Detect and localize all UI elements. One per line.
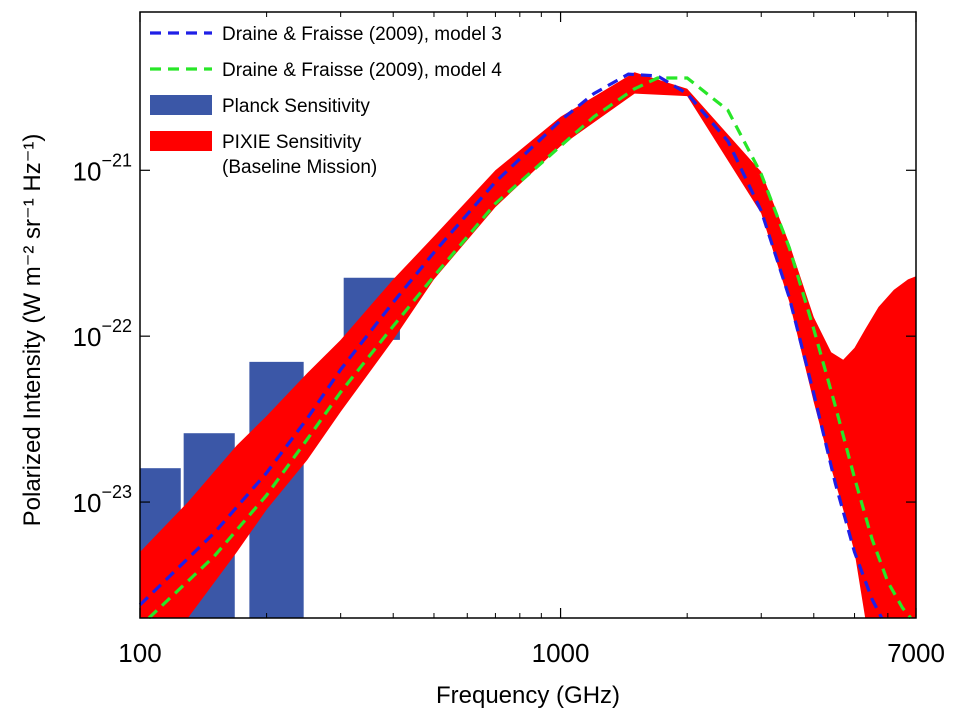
legend-label-2: Draine & Fraisse (2009), model 4 xyxy=(222,60,502,81)
plot-frame xyxy=(139,11,917,619)
model-3-line xyxy=(138,72,884,619)
legend-label-4: PIXIE Sensitivity xyxy=(222,132,362,153)
x-axis-title: Frequency (GHz) xyxy=(436,682,620,709)
pixie-band-1 xyxy=(140,72,916,618)
model-lines xyxy=(138,72,912,620)
legend-label-1: Draine & Fraisse (2009), model 3 xyxy=(222,24,502,45)
legend-label-4-line2: (Baseline Mission) xyxy=(222,157,377,178)
y-tick-label-1: 10−23 xyxy=(73,482,132,518)
x-tick-label-1: 100 xyxy=(118,638,161,668)
y-axis-title: Polarized Intensity (W m⁻² sr⁻¹ Hz⁻¹) xyxy=(19,134,46,527)
legend: Draine & Fraisse (2009), model 3 Draine &… xyxy=(150,24,502,178)
pixie-band xyxy=(140,72,916,618)
x-tick-label-3: 7000 xyxy=(887,638,945,668)
y-tick-label-3: 10−21 xyxy=(73,150,132,186)
legend-swatch-4 xyxy=(150,131,212,151)
y-tick-label-2: 10−22 xyxy=(73,316,132,352)
model-4-line xyxy=(147,76,912,620)
axis-ticks: 100 1000 7000 10−23 10−22 10−21 xyxy=(73,12,945,668)
x-tick-label-2: 1000 xyxy=(532,638,590,668)
legend-swatch-3 xyxy=(150,95,212,115)
legend-label-3: Planck Sensitivity xyxy=(222,96,370,117)
